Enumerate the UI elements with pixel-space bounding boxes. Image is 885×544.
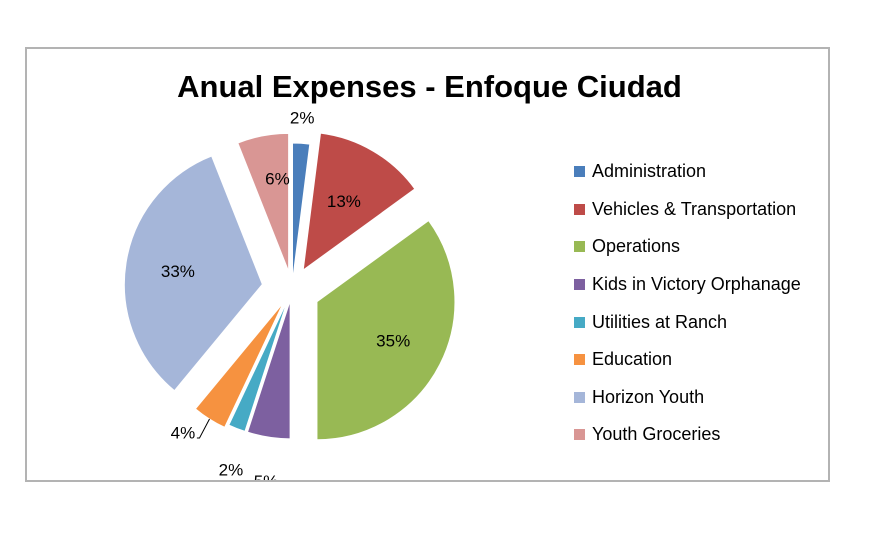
legend-item-operations: Operations xyxy=(574,228,801,266)
legend-label: Utilities at Ranch xyxy=(592,311,728,332)
legend-swatch xyxy=(574,279,585,291)
legend-item-education: Education xyxy=(574,341,801,379)
legend-label: Kids in Victory Orphanage xyxy=(592,274,801,295)
pie-slice-administration xyxy=(292,142,311,282)
legend-swatch xyxy=(574,166,585,178)
legend-item-horizon-youth: Horizon Youth xyxy=(574,379,801,417)
legend-label: Administration xyxy=(592,161,707,182)
pie-slice-utilities-at-ranch xyxy=(228,299,289,433)
legend-label: Youth Groceries xyxy=(592,424,721,445)
pie-slice-youth-groceries xyxy=(237,132,290,272)
legend-swatch xyxy=(574,203,585,215)
pie-label-kids-in-victory-orphanage: 5% xyxy=(254,472,279,480)
legend-item-youth-groceries: Youth Groceries xyxy=(574,416,801,454)
legend-label: Horizon Youth xyxy=(592,386,705,407)
chart-frame: Anual Expenses - Enfoque Ciudad 2% 13% 35%… xyxy=(25,47,830,482)
legend-item-vehicles-transportation: Vehicles & Transportation xyxy=(574,191,801,229)
legend-label: Vehicles & Transportation xyxy=(592,198,797,219)
legend-swatch xyxy=(574,241,585,253)
legend-label: Operations xyxy=(592,236,681,257)
legend-item-kids-in-victory-orphanage: Kids in Victory Orphanage xyxy=(574,266,801,304)
legend-swatch xyxy=(574,316,585,328)
pie-label-horizon-youth: 33% xyxy=(161,262,195,281)
pie-label-youth-groceries: 6% xyxy=(265,169,290,188)
pie-label-education: 4% xyxy=(171,424,196,443)
pie-label-vehicles-transportation: 13% xyxy=(327,192,361,211)
education-leader-line xyxy=(196,418,210,439)
pie-slice-kids-in-victory-orphanage xyxy=(246,300,291,440)
chart-title: Anual Expenses - Enfoque Ciudad xyxy=(177,69,682,104)
pie-label-administration: 2% xyxy=(290,108,315,127)
legend-swatch xyxy=(574,429,585,441)
pie-slice-vehicles-transportation xyxy=(302,132,416,272)
legend-item-utilities-at-ranch: Utilities at Ranch xyxy=(574,303,801,341)
chart-legend: Administration Vehicles & Transportation O… xyxy=(574,153,801,454)
pie-label-operations: 35% xyxy=(376,332,410,351)
legend-item-administration: Administration xyxy=(574,153,801,191)
pie-slice-operations xyxy=(316,219,456,441)
pie-label-utilities-at-ranch: 2% xyxy=(219,460,244,479)
pie-slice-horizon-youth xyxy=(123,155,263,392)
legend-label: Education xyxy=(592,349,673,370)
pie-chart: 2% 13% 35% 5% 2% 4% 33% 6% xyxy=(123,108,456,480)
legend-swatch xyxy=(574,354,585,366)
legend-swatch xyxy=(574,391,585,403)
